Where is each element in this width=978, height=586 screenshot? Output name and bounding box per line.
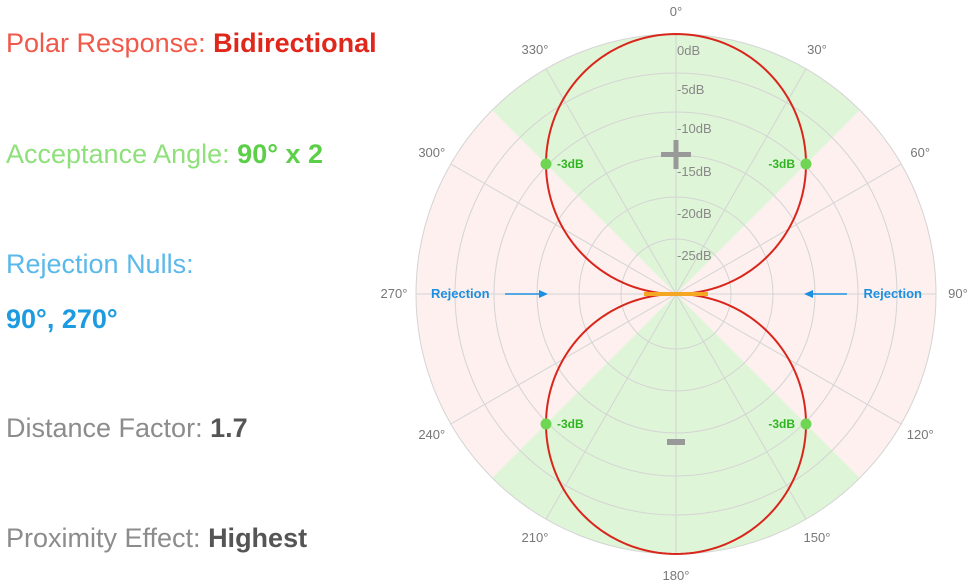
angle-label-90: 90° [948,286,968,301]
polar-response-spec: Polar Response: Bidirectional [6,28,377,59]
minus3db-dot-2 [800,418,812,430]
rejection-label-right: Rejection [863,286,922,301]
db-label-0: 0dB [677,43,700,58]
minus3db-dot-3 [540,418,552,430]
polar-pattern-curve [544,33,808,556]
angle-label-30: 30° [807,42,827,57]
db-label-5: -25dB [677,248,712,263]
distance-factor-value: 1.7 [210,413,248,443]
minus3db-dot-1 [800,158,812,170]
acceptance-angle-value: 90° x 2 [237,139,324,169]
minus3db-label-3: -3dB [557,417,584,431]
proximity-effect-label: Proximity Effect: [6,523,209,553]
rear-minus-symbol [667,439,685,445]
grid-spoke-150 [675,293,807,520]
rejection-arrow-left-head [539,290,548,298]
proximity-effect-spec: Proximity Effect: Highest [6,523,307,554]
polar-response-label: Polar Response: [6,28,214,58]
grid-spoke-30 [675,68,807,295]
angle-label-210: 210° [522,530,549,545]
grid-spoke-330 [545,68,677,295]
distance-factor-label: Distance Factor: [6,413,211,443]
rejection-nulls-value: 90°, 270° [6,304,118,335]
angle-label-150: 150° [804,530,831,545]
rejection-nulls-spec: Rejection Nulls: [6,249,194,280]
rejection-arrow-right-head [804,290,813,298]
db-label-1: -5dB [677,82,704,97]
db-label-4: -20dB [677,206,712,221]
acceptance-angle-spec: Acceptance Angle: 90° x 2 [6,139,323,170]
rejection-nulls-angles: 90°, 270° [6,304,118,334]
angle-label-60: 60° [910,145,930,160]
polar-response-value: Bidirectional [213,28,377,58]
rejection-nulls-label: Rejection Nulls: [6,249,194,279]
proximity-effect-value: Highest [208,523,308,553]
angle-label-300: 300° [418,145,445,160]
minus3db-label-0: -3dB [557,157,584,171]
angle-label-240: 240° [418,427,445,442]
angle-label-270: 270° [381,286,408,301]
minus3db-label-2: -3dB [768,417,795,431]
db-label-2: -10dB [677,121,712,136]
angle-label-180: 180° [663,568,690,583]
angle-label-0: 0° [670,4,682,19]
db-label-3: -15dB [677,164,712,179]
distance-factor-spec: Distance Factor: 1.7 [6,413,248,444]
grid-spoke-210 [545,293,677,520]
angle-label-120: 120° [907,427,934,442]
rejection-label-left: Rejection [431,286,490,301]
minus3db-dot-0 [540,158,552,170]
front-plus-symbol-stem [673,140,679,169]
angle-label-330: 330° [522,42,549,57]
acceptance-angle-label: Acceptance Angle: [6,139,238,169]
minus3db-label-1: -3dB [768,157,795,171]
